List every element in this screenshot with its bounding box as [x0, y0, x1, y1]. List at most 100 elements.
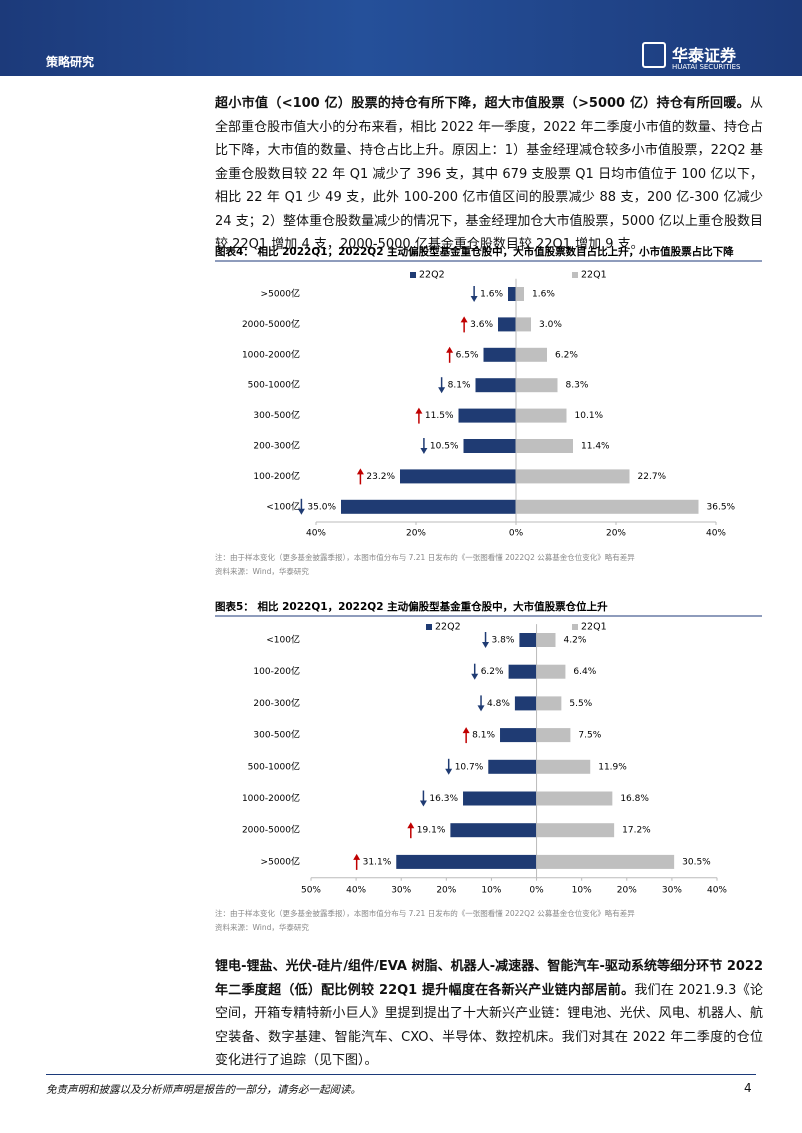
trend-arrow-head: [471, 673, 479, 680]
chart-title: 图表5： 相比 2022Q1，2022Q2 主动偏股型基金重仓股中，大市值股票仓…: [215, 600, 608, 613]
bar: [536, 633, 556, 647]
trend-arrow-head: [482, 642, 490, 648]
logo-mark: [642, 42, 666, 68]
bar: [536, 791, 613, 806]
bar: [341, 499, 516, 514]
category-label: 300-500亿: [253, 729, 300, 741]
trend-arrow-head: [460, 316, 468, 323]
value-label: 4.2%: [564, 636, 587, 646]
chart-source: 资料来源：Wind，华泰研究: [215, 566, 309, 576]
legend-swatch: [572, 624, 578, 630]
category-label: >5000亿: [261, 288, 300, 300]
bar: [450, 823, 537, 838]
bar: [519, 633, 537, 647]
value-label: 6.2%: [481, 667, 504, 677]
bar: [396, 854, 537, 869]
trend-arrow-head: [420, 448, 428, 454]
value-label: 8.1%: [472, 731, 495, 741]
x-tick-label: 50%: [301, 886, 321, 896]
category-label: 500-1000亿: [248, 760, 300, 772]
value-label: 11.9%: [598, 762, 627, 772]
bar: [536, 728, 571, 743]
bar: [536, 696, 562, 711]
paragraph: 锂电-锂盐、光伏-硅片/组件/EVA 树脂、机器人-减速器、智能汽车-驱动系统等…: [215, 955, 763, 1073]
category-label: 300-500亿: [253, 409, 300, 421]
value-label: 4.8%: [487, 699, 510, 709]
category-label: 200-300亿: [253, 440, 300, 452]
trend-arrow-head: [419, 800, 427, 807]
disclaimer: 免责声明和披露以及分析师声明是报告的一部分，请务必一起阅读。: [46, 1084, 361, 1096]
paragraph-lead: 超小市值（<100 亿）股票的持仓有所下降，超大市值股票（>5000 亿）持仓有…: [215, 96, 750, 111]
bar: [463, 791, 537, 806]
logo-text: 华泰证券: [672, 46, 737, 65]
bar: [516, 287, 524, 301]
value-label: 3.8%: [492, 636, 515, 646]
category-label: 500-1000亿: [248, 379, 300, 391]
chart-title: 图表4： 相比 2022Q1，2022Q2 主动偏股型基金重仓股中，大市值股票数…: [215, 245, 734, 258]
value-label: 6.4%: [573, 667, 596, 677]
value-label: 8.1%: [448, 381, 471, 391]
x-tick-label: 40%: [706, 529, 726, 539]
x-tick-label: 20%: [406, 529, 426, 539]
legend-swatch: [426, 624, 432, 630]
value-label: 19.1%: [417, 826, 446, 836]
legend-swatch: [572, 272, 578, 278]
value-label: 5.5%: [569, 699, 592, 709]
category-label: 2000-5000亿: [242, 318, 300, 330]
bar: [536, 823, 615, 838]
trend-arrow-head: [462, 727, 470, 734]
bar: [483, 347, 516, 362]
bar: [463, 439, 516, 453]
x-tick-label: 10%: [481, 886, 501, 896]
bar: [536, 854, 675, 869]
trend-arrow-head: [470, 296, 478, 302]
x-tick-label: 20%: [617, 886, 637, 896]
value-label: 8.3%: [566, 381, 589, 391]
value-label: 35.0%: [307, 502, 336, 512]
value-label: 16.3%: [429, 794, 458, 804]
value-label: 10.5%: [430, 442, 459, 452]
trend-arrow-head: [415, 407, 423, 414]
trend-arrow-head: [438, 387, 446, 394]
value-label: 17.2%: [622, 826, 651, 836]
chart-note: 注：由于样本变化（更多基金披露季报），本图市值分布与 7.21 日发布的《一张图…: [215, 552, 635, 562]
trend-arrow-head: [477, 705, 485, 712]
paragraph-lead: 锂电-锂盐、光伏-硅片/组件/EVA 树脂、机器人-减速器、智能汽车-驱动系统等…: [215, 959, 763, 998]
legend-label: 22Q2: [419, 270, 445, 281]
x-tick-label: 20%: [606, 529, 626, 539]
bar: [516, 499, 699, 514]
x-tick-label: 0%: [509, 529, 524, 539]
value-label: 6.2%: [555, 350, 578, 360]
trend-arrow-head: [356, 468, 364, 475]
bar: [516, 347, 547, 362]
category-label: <100亿: [266, 500, 300, 512]
x-tick-label: 40%: [707, 886, 727, 896]
trend-arrow-head: [353, 853, 361, 860]
bar: [514, 696, 537, 711]
legend-label: 22Q1: [581, 270, 607, 281]
value-label: 36.5%: [707, 502, 736, 512]
x-tick-label: 0%: [529, 886, 544, 896]
value-label: 30.5%: [682, 857, 711, 867]
chart-note: 注：由于样本变化（更多基金披露季报），本图市值分布与 7.21 日发布的《一张图…: [215, 908, 635, 918]
legend-swatch: [410, 272, 416, 278]
legend-label: 22Q1: [581, 622, 607, 633]
bar: [475, 378, 516, 393]
bar: [516, 469, 630, 484]
value-label: 22.7%: [638, 472, 667, 482]
section-label: 策略研究: [46, 55, 95, 69]
bar: [488, 759, 537, 774]
category-label: >5000亿: [261, 855, 300, 867]
category-label: 1000-2000亿: [242, 792, 300, 804]
bar: [516, 378, 558, 393]
legend-label: 22Q2: [435, 622, 461, 633]
bar: [458, 408, 516, 423]
bar: [536, 759, 591, 774]
trend-arrow-head: [297, 508, 305, 515]
value-label: 1.6%: [532, 290, 555, 300]
category-label: 200-300亿: [253, 697, 300, 709]
value-label: 3.0%: [539, 320, 562, 330]
value-label: 23.2%: [366, 472, 395, 482]
